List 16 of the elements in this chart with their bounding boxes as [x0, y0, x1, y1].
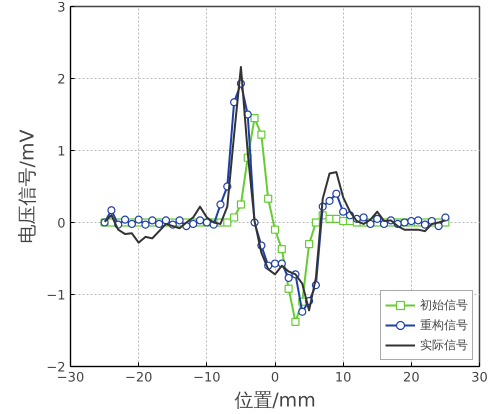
legend-label: 初始信号: [420, 296, 468, 314]
x-tick-label: 0: [270, 370, 280, 386]
y-axis-title: 电压信号/mV: [16, 130, 38, 244]
y-tick-label: 3: [57, 0, 66, 16]
legend-label: 实际信号: [420, 336, 468, 354]
x-tick-label: 20: [403, 370, 420, 386]
x-tick-label: −10: [193, 370, 221, 386]
y-tick-label: 1: [57, 144, 66, 160]
y-tick-label: 2: [57, 72, 66, 88]
x-axis-title: 位置/mm: [234, 390, 316, 412]
x-tick-label: −20: [124, 370, 152, 386]
x-tick-label: 30: [471, 370, 488, 386]
legend-label: 重构信号: [420, 316, 468, 334]
x-tick-label: 10: [334, 370, 352, 386]
y-tick-label: 0: [57, 216, 66, 232]
y-tick-label: −1: [46, 288, 66, 304]
